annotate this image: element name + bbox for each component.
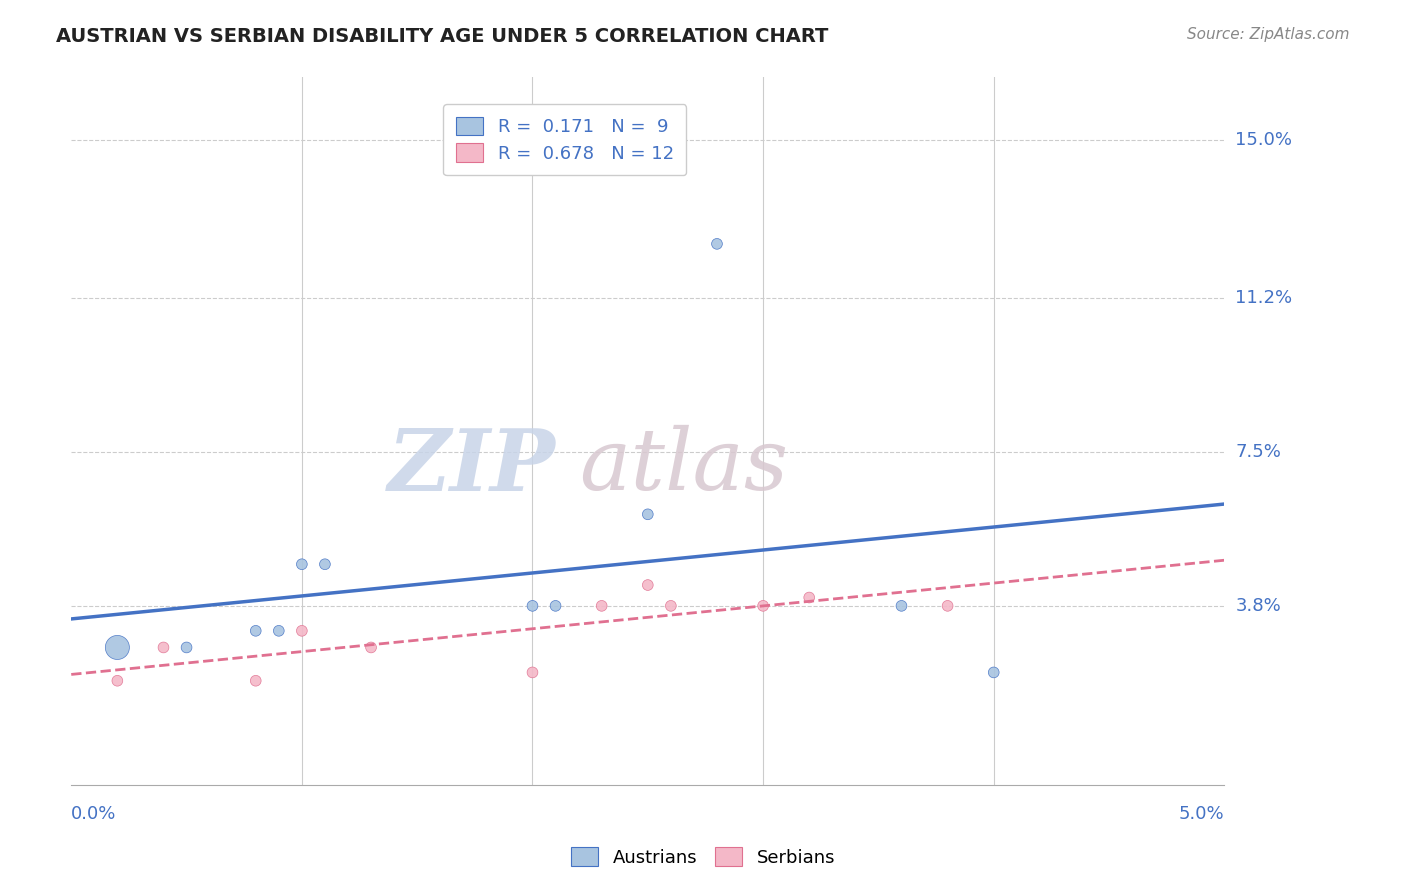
Legend: R =  0.171   N =  9, R =  0.678   N = 12: R = 0.171 N = 9, R = 0.678 N = 12 [443,104,686,176]
Point [936,599,959,613]
Point [314,558,336,572]
Point [105,640,128,655]
Point [659,599,682,613]
Point [544,599,567,613]
Legend: Austrians, Serbians: Austrians, Serbians [564,840,842,874]
Text: AUSTRIAN VS SERBIAN DISABILITY AGE UNDER 5 CORRELATION CHART: AUSTRIAN VS SERBIAN DISABILITY AGE UNDER… [56,27,828,45]
Text: 7.5%: 7.5% [1236,443,1281,461]
Point [291,558,314,572]
Point [637,578,659,592]
Text: atlas: atlas [579,425,787,508]
Text: 11.2%: 11.2% [1236,289,1292,307]
Point [637,508,659,522]
Point [291,624,314,638]
Point [591,599,613,613]
Point [245,624,267,638]
Point [176,640,198,655]
Text: 5.0%: 5.0% [1178,805,1225,823]
Text: 15.0%: 15.0% [1236,131,1292,149]
Text: Source: ZipAtlas.com: Source: ZipAtlas.com [1187,27,1350,42]
Point [522,599,544,613]
Point [890,599,912,613]
Point [105,673,128,688]
Text: 0.0%: 0.0% [72,805,117,823]
Point [522,665,544,680]
Point [799,591,821,605]
Point [983,665,1005,680]
Point [152,640,174,655]
Text: ZIP: ZIP [388,425,555,508]
Text: 3.8%: 3.8% [1236,597,1281,615]
Point [267,624,290,638]
Point [360,640,382,655]
Point [245,673,267,688]
Point [752,599,775,613]
Point [706,236,728,251]
